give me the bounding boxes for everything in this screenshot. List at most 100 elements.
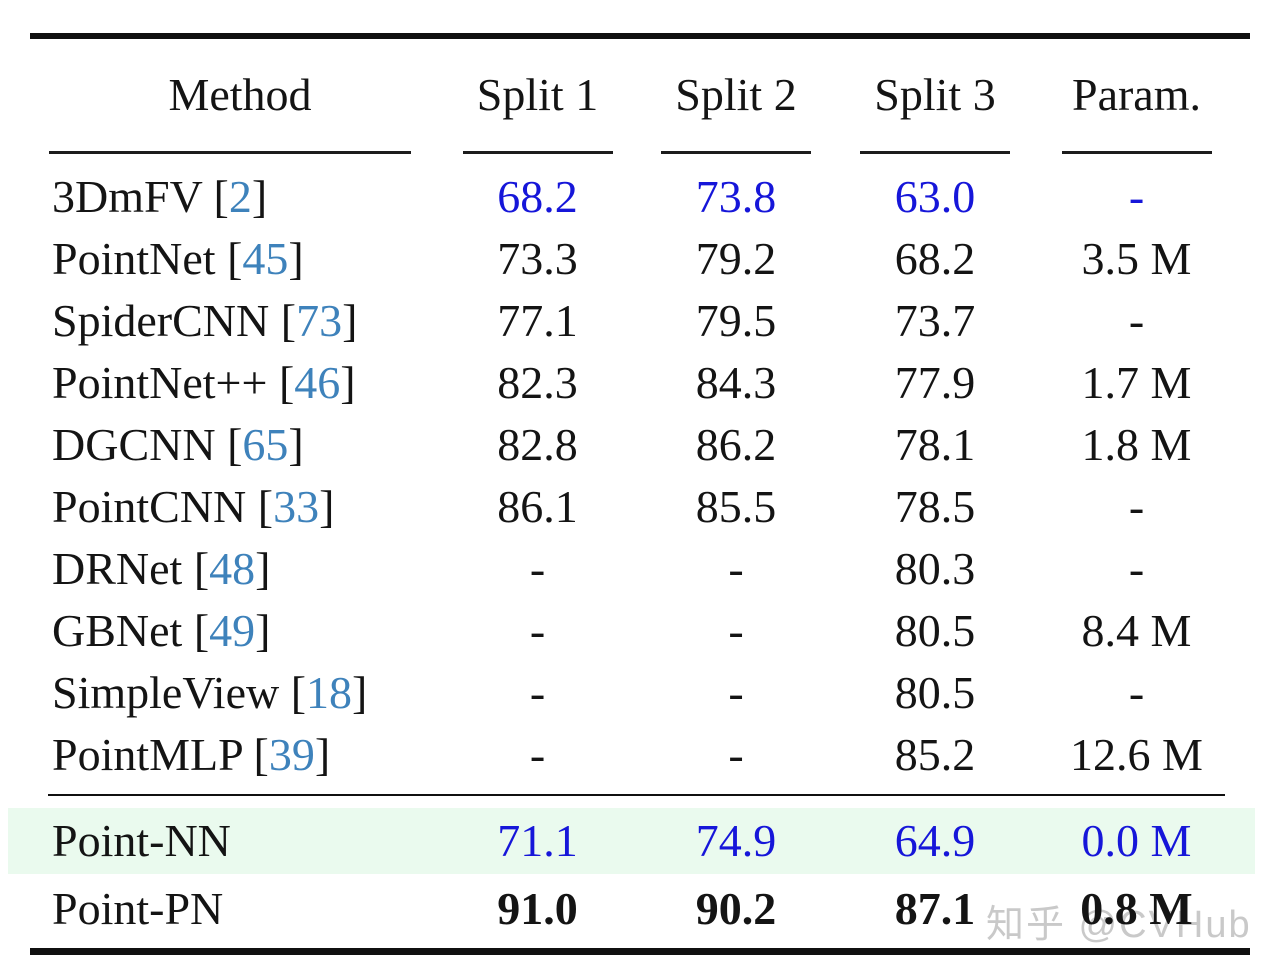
split2-value: 79.2 <box>695 233 777 284</box>
method-cell: PointNet++ 46 <box>30 357 450 408</box>
method-name: SimpleView <box>52 667 280 718</box>
split2-value: 90.2 <box>695 883 777 934</box>
table-row-point-pn: Point-PN 91.0 90.2 87.1 0.8 M <box>30 874 1250 944</box>
split3-value: 78.5 <box>894 481 976 532</box>
method-cell: Point-NN <box>30 818 450 864</box>
col-header-param: Param. <box>1071 69 1201 120</box>
citation-ref: 73 <box>281 295 358 346</box>
split3-value: 78.1 <box>894 419 976 470</box>
split1-value: 91.0 <box>497 883 578 934</box>
split3-value: 80.5 <box>894 605 976 656</box>
split1-value: - <box>529 605 546 656</box>
split2-value: - <box>728 543 744 594</box>
results-table: Method Split 1 Split 2 Split 3 Param. 3D… <box>8 33 1255 955</box>
param-value: 0.8 M <box>1080 883 1193 934</box>
split3-value: 80.5 <box>894 667 976 718</box>
method-cell: GBNet 49 <box>30 605 450 656</box>
split1-value: 71.1 <box>497 815 578 866</box>
split2-value: 86.2 <box>695 419 777 470</box>
table-row: PointNet++ 46 82.3 84.3 77.9 1.7 M <box>30 352 1250 414</box>
citation-ref: 33 <box>258 481 335 532</box>
method-name: DGCNN <box>52 419 216 470</box>
table-row: PointMLP 39 - - 85.2 12.6 M <box>30 724 1250 786</box>
method-cell: PointNet 45 <box>30 233 450 284</box>
table-row: 3DmFV 2 68.2 73.8 63.0 - <box>30 166 1250 228</box>
method-name: Point-NN <box>52 815 231 866</box>
split1-value: 68.2 <box>497 171 578 222</box>
citation-ref: 2 <box>213 171 267 222</box>
split1-value: 82.8 <box>497 419 578 470</box>
split2-value: - <box>728 667 744 718</box>
citation-number: 46 <box>294 357 341 408</box>
table-row: DRNet 48 - - 80.3 - <box>30 538 1250 600</box>
zhihu-watermark: 知乎 @CVHub <box>986 904 1252 946</box>
split1-value: 82.3 <box>497 357 578 408</box>
table-row: DGCNN 65 82.8 86.2 78.1 1.8 M <box>30 414 1250 476</box>
split1-value: 73.3 <box>497 233 578 284</box>
table-bottom-rule <box>30 948 1250 955</box>
split1-value: - <box>529 667 546 718</box>
citation-number: 45 <box>242 233 289 284</box>
method-name: 3DmFV <box>52 171 202 222</box>
method-cell: Point-PN <box>30 886 450 932</box>
split1-value: 86.1 <box>497 481 578 532</box>
split3-value: 68.2 <box>894 233 976 284</box>
citation-number: 49 <box>209 605 256 656</box>
split1-value: - <box>529 729 546 780</box>
param-value: 0.0 M <box>1081 815 1192 866</box>
col-header-method: Method <box>168 69 312 120</box>
citation-ref: 65 <box>227 419 304 470</box>
param-value: 3.5 M <box>1081 233 1192 284</box>
table-row: PointCNN 33 86.1 85.5 78.5 - <box>30 476 1250 538</box>
method-name: PointNet <box>52 233 216 284</box>
param-value: - <box>1128 667 1145 718</box>
method-cell: DRNet 48 <box>30 543 450 594</box>
split3-value: 73.7 <box>894 295 976 346</box>
split1-underline <box>462 151 613 154</box>
split3-value: 80.3 <box>894 543 976 594</box>
citation-number: 2 <box>228 171 252 222</box>
param-value: 12.6 M <box>1070 729 1203 780</box>
method-name: GBNet <box>52 605 183 656</box>
citation-number: 48 <box>209 543 256 594</box>
method-name: PointCNN <box>52 481 247 532</box>
citation-number: 73 <box>296 295 343 346</box>
citation-number: 39 <box>268 729 315 780</box>
table-row: PointNet 45 73.3 79.2 68.2 3.5 M <box>30 228 1250 290</box>
col-header-split2: Split 2 <box>675 69 797 120</box>
split1-value: 77.1 <box>497 295 578 346</box>
split2-value: 84.3 <box>695 357 777 408</box>
param-value: 8.4 M <box>1081 605 1192 656</box>
method-cell: PointCNN 33 <box>30 481 450 532</box>
split2-value: - <box>728 605 744 656</box>
method-cell: 3DmFV 2 <box>30 171 450 222</box>
split2-value: - <box>728 729 744 780</box>
header-underline-row <box>30 151 1250 154</box>
param-value: - <box>1128 171 1145 222</box>
split2-underline <box>661 151 811 154</box>
table-row-point-nn: Point-NN 71.1 74.9 64.9 0.0 M <box>8 808 1255 874</box>
method-name: PointNet++ <box>52 357 268 408</box>
table-row: GBNet 49 - - 80.5 8.4 M <box>30 600 1250 662</box>
split2-value: 79.5 <box>695 295 777 346</box>
split1-value: - <box>529 543 546 594</box>
citation-number: 33 <box>273 481 320 532</box>
citation-ref: 48 <box>194 543 271 594</box>
citation-ref: 18 <box>291 667 368 718</box>
citation-number: 65 <box>242 419 289 470</box>
split2-value: 74.9 <box>695 815 777 866</box>
param-value: - <box>1128 481 1145 532</box>
method-cell: SpiderCNN 73 <box>30 295 450 346</box>
method-name: Point-PN <box>52 883 224 934</box>
method-cell: DGCNN 65 <box>30 419 450 470</box>
table-row: SpiderCNN 73 77.1 79.5 73.7 - <box>30 290 1250 352</box>
citation-ref: 46 <box>279 357 356 408</box>
param-value: 1.7 M <box>1081 357 1192 408</box>
method-cell: SimpleView 18 <box>30 667 450 718</box>
split2-value: 73.8 <box>695 171 777 222</box>
method-name: SpiderCNN <box>52 295 270 346</box>
split3-value: 64.9 <box>894 815 976 866</box>
table-row: SimpleView 18 - - 80.5 - <box>30 662 1250 724</box>
split3-value: 87.1 <box>894 883 976 934</box>
